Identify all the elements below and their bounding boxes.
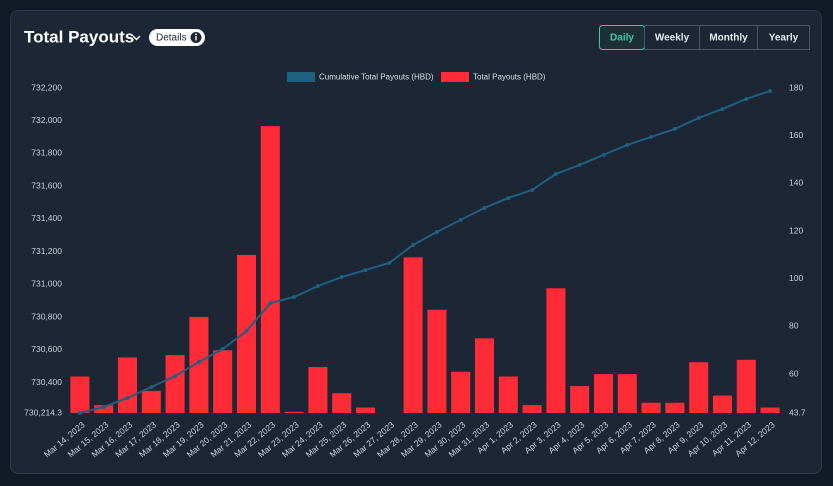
details-bg[interactable] bbox=[149, 29, 205, 46]
line-point bbox=[125, 395, 130, 400]
line-point bbox=[77, 411, 82, 415]
bar bbox=[141, 390, 161, 413]
line-point bbox=[768, 88, 773, 93]
range-button-label[interactable]: Daily bbox=[610, 33, 634, 44]
line-point bbox=[649, 134, 654, 139]
line-point bbox=[696, 115, 701, 120]
bar bbox=[284, 411, 304, 413]
bar bbox=[474, 338, 495, 413]
line-point bbox=[101, 404, 106, 409]
bar bbox=[570, 386, 590, 413]
bar bbox=[332, 393, 352, 413]
details-pill[interactable]: Details bbox=[149, 29, 205, 46]
bar bbox=[736, 359, 756, 413]
y-tick-label: 730,400 bbox=[31, 377, 62, 387]
line-point bbox=[458, 217, 463, 222]
line-point bbox=[744, 96, 749, 101]
info-icon-bar bbox=[195, 36, 197, 41]
y-tick-label: 732,000 bbox=[31, 115, 62, 125]
y-tick-label: 731,600 bbox=[31, 180, 62, 190]
y2-tick-label: 180 bbox=[789, 82, 803, 92]
line-point bbox=[411, 242, 416, 247]
line-point bbox=[173, 374, 178, 379]
bar bbox=[760, 407, 780, 413]
bar bbox=[498, 376, 518, 413]
title: Total Payouts bbox=[24, 27, 134, 46]
bar bbox=[641, 402, 661, 413]
line-point bbox=[482, 205, 487, 210]
line-point bbox=[268, 301, 273, 306]
line-point bbox=[149, 385, 154, 390]
line-point bbox=[506, 195, 511, 200]
y-tick-label: 730,214.3 bbox=[24, 407, 62, 417]
line-point bbox=[339, 275, 344, 280]
info-icon-dot bbox=[195, 33, 197, 36]
line-point bbox=[387, 260, 392, 265]
y-tick-label: 730,600 bbox=[31, 344, 62, 354]
bar bbox=[665, 402, 685, 413]
range-button-label[interactable]: Yearly bbox=[769, 33, 799, 44]
bar bbox=[165, 355, 185, 413]
line bbox=[79, 89, 771, 414]
line-point bbox=[625, 142, 630, 147]
y2-tick-label: 160 bbox=[789, 130, 803, 140]
line-point bbox=[363, 268, 368, 273]
y2-tick-label: 60 bbox=[789, 368, 799, 378]
y2-tick-label: 140 bbox=[789, 178, 803, 188]
bar bbox=[117, 357, 138, 413]
bar bbox=[308, 366, 328, 413]
y2-tick-label: 100 bbox=[789, 273, 803, 283]
y-tick-label: 731,400 bbox=[31, 213, 62, 223]
legend-swatch bbox=[441, 72, 469, 82]
legend-swatch bbox=[287, 72, 315, 82]
bar bbox=[355, 407, 376, 413]
line-point bbox=[292, 295, 297, 300]
y-tick-label: 731,200 bbox=[31, 246, 62, 256]
bar bbox=[712, 395, 733, 413]
bar bbox=[236, 254, 257, 413]
line-point bbox=[601, 152, 606, 157]
range-button-label[interactable]: Weekly bbox=[655, 33, 690, 44]
legend-label: Total Payouts (HBD) bbox=[473, 73, 546, 82]
line-point bbox=[434, 230, 439, 235]
line-point bbox=[220, 347, 225, 352]
bar bbox=[617, 374, 637, 413]
y2-tick-label: 80 bbox=[789, 321, 799, 331]
y2-tick-label: 120 bbox=[789, 225, 803, 235]
line-point bbox=[672, 126, 677, 131]
y-tick-label: 732,200 bbox=[31, 82, 62, 92]
bar bbox=[689, 362, 709, 413]
bar bbox=[451, 371, 471, 413]
bar bbox=[94, 405, 114, 413]
y-tick-label: 731,800 bbox=[31, 148, 62, 158]
range-buttons: Daily Weekly Monthly Yearly bbox=[599, 25, 810, 50]
title-chevron[interactable] bbox=[132, 35, 141, 41]
line-point bbox=[577, 162, 582, 167]
details-label[interactable]: Details bbox=[156, 33, 187, 44]
bar bbox=[593, 374, 614, 413]
range-button-label[interactable]: Monthly bbox=[709, 33, 748, 44]
bar bbox=[546, 288, 566, 413]
line-point bbox=[720, 106, 725, 111]
line-point bbox=[244, 329, 249, 334]
range-button[interactable] bbox=[757, 25, 810, 50]
y2-tick-label: 43.7 bbox=[789, 407, 806, 417]
bar bbox=[70, 376, 90, 413]
bar bbox=[522, 405, 542, 413]
legend-label: Cumulative Total Payouts (HBD) bbox=[319, 73, 434, 82]
bar bbox=[189, 316, 209, 413]
y-tick-label: 731,000 bbox=[31, 279, 62, 289]
bar bbox=[403, 257, 423, 413]
line-point bbox=[530, 187, 535, 192]
bar bbox=[427, 309, 447, 413]
line-point bbox=[196, 359, 201, 364]
bar bbox=[213, 350, 233, 413]
y-tick-label: 730,800 bbox=[31, 311, 62, 321]
line-point bbox=[315, 284, 320, 289]
line-point bbox=[553, 171, 558, 176]
bar bbox=[260, 126, 280, 414]
